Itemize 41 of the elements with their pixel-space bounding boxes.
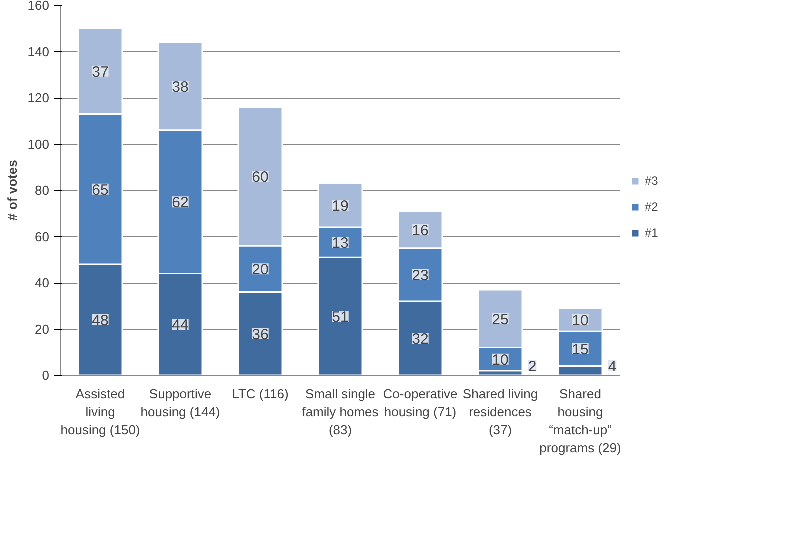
x-tick-label: LTC (116) [232,386,289,402]
data-label: 20 [252,262,269,279]
data-label: 15 [572,341,589,358]
data-label: 10 [492,352,509,369]
data-label: 2 [528,358,537,376]
data-label: 62 [172,194,189,212]
x-tick-label: Shared living residences (37) [462,386,538,438]
data-label: 10 [572,312,589,330]
data-label: 65 [92,182,109,199]
data-label: 48 [92,312,109,330]
y-tick-label: 0 [42,368,50,383]
y-tick-label: 100 [28,136,50,152]
legend-label: #2 [645,200,660,214]
y-tick-label: 120 [28,90,50,106]
data-label: 23 [412,267,429,284]
legend-label: #3 [645,174,660,188]
data-label: 4 [608,358,617,376]
data-label: 32 [412,331,429,348]
x-tick-label: Co-operative housing (71) [383,386,458,420]
data-label: 25 [492,311,509,328]
data-label: 13 [332,235,349,252]
data-label: 60 [252,169,269,186]
y-axis-title: # of votes [4,160,20,221]
y-tick-label: 40 [35,276,50,290]
y-tick-label: 160 [28,0,50,13]
x-tick-label: Small single family homes (83) [302,386,380,438]
x-tick-label: Shared housing “match-up” programs (29) [540,386,622,456]
y-tick-label: 20 [35,322,50,337]
data-label: 37 [92,64,109,81]
data-label: 38 [172,78,189,96]
y-tick-label: 80 [35,183,50,198]
x-tick-label: Supportive housing (144) [140,386,220,420]
data-label: 51 [332,309,349,326]
data-label: 16 [412,222,429,240]
y-tick-label: 60 [35,229,50,244]
legend-label: #1 [645,226,660,240]
data-label: 44 [172,317,189,334]
x-tick-label: Assisted living housing (150) [60,386,140,438]
data-label: 36 [252,326,269,344]
y-tick-label: 140 [28,44,50,60]
data-label: 19 [332,198,349,216]
